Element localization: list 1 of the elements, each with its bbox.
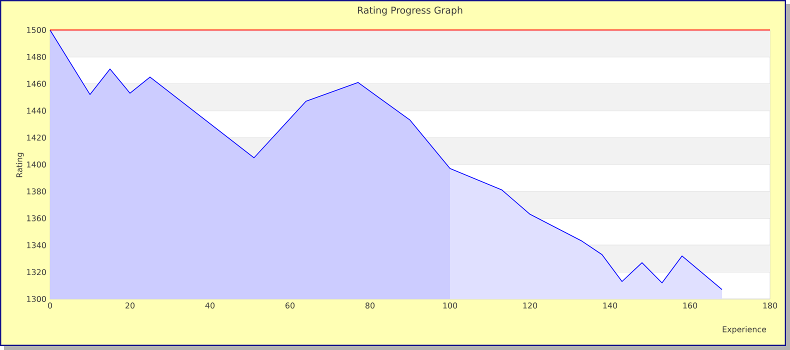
chart-title: Rating Progress Graph — [358, 6, 462, 16]
